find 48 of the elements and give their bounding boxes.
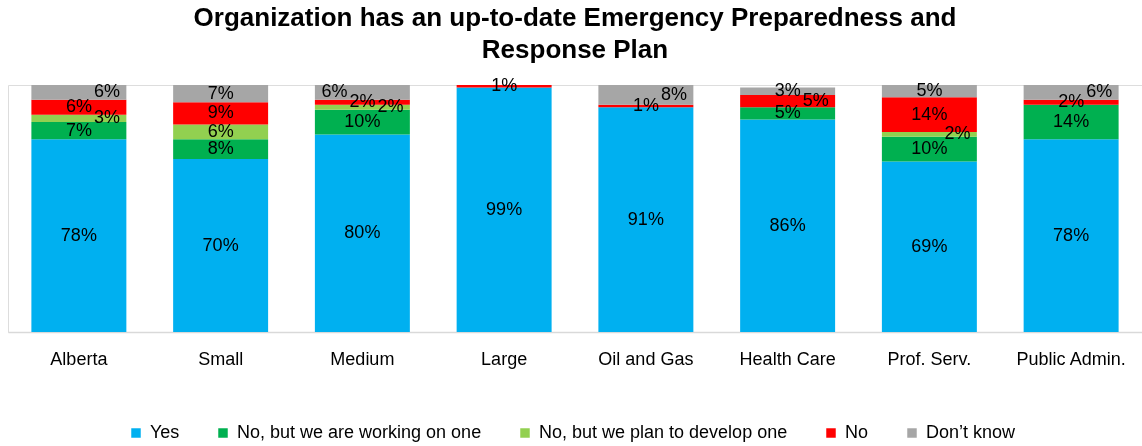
legend-label: No	[845, 422, 869, 442]
data-label: 91%	[627, 208, 664, 229]
data-label: 7%	[207, 82, 234, 103]
data-label: 6%	[207, 120, 234, 141]
x-tick-label: Medium	[330, 348, 395, 369]
data-label: 14%	[911, 103, 948, 124]
bar	[173, 159, 269, 332]
data-label: 5%	[916, 80, 943, 101]
bar	[314, 134, 410, 332]
x-tick-label: Prof. Serv.	[887, 348, 972, 369]
legend-label: Don’t know	[926, 422, 1017, 442]
data-label: 8%	[207, 138, 234, 159]
x-tick-label: Oil and Gas	[598, 348, 694, 369]
bar	[173, 139, 269, 160]
x-tick-label: Small	[198, 348, 244, 369]
x-tick-label: Public Admin.	[1016, 348, 1126, 369]
data-label: 6%	[93, 81, 120, 102]
data-label: 6%	[1086, 81, 1113, 102]
data-label: 1%	[491, 75, 518, 96]
legend-label: No, but we are working on one	[237, 422, 482, 442]
data-label: 7%	[65, 119, 92, 140]
data-label: 8%	[660, 83, 687, 104]
data-label: 5%	[774, 102, 801, 123]
data-label: 69%	[911, 235, 948, 256]
bar	[740, 119, 836, 332]
bar	[1023, 139, 1119, 332]
legend-label: No, but we plan to develop one	[539, 422, 788, 442]
data-label: 5%	[802, 90, 829, 111]
data-label: 14%	[1053, 111, 1090, 132]
data-label: 78%	[60, 224, 97, 245]
data-label: 86%	[769, 214, 806, 235]
data-label: 80%	[344, 222, 381, 243]
x-tick-label: Alberta	[50, 348, 109, 369]
data-label: 78%	[1053, 224, 1090, 245]
data-label: 9%	[207, 102, 234, 123]
bar	[173, 102, 269, 125]
data-label: 99%	[486, 198, 523, 219]
bar	[881, 161, 977, 332]
bar	[740, 107, 836, 120]
data-label: 6%	[65, 96, 92, 117]
legend-label: Yes	[150, 422, 180, 442]
data-label: 70%	[202, 234, 239, 255]
data-label: 2%	[349, 91, 376, 112]
chart-title: Organization has an up-to-date Emergency Preparedness and Response Plan	[193, 2, 957, 65]
bar	[31, 139, 127, 332]
data-label: 6%	[321, 81, 348, 102]
x-tick-label: Health Care	[739, 348, 836, 369]
x-tick-label: Large	[481, 348, 528, 369]
